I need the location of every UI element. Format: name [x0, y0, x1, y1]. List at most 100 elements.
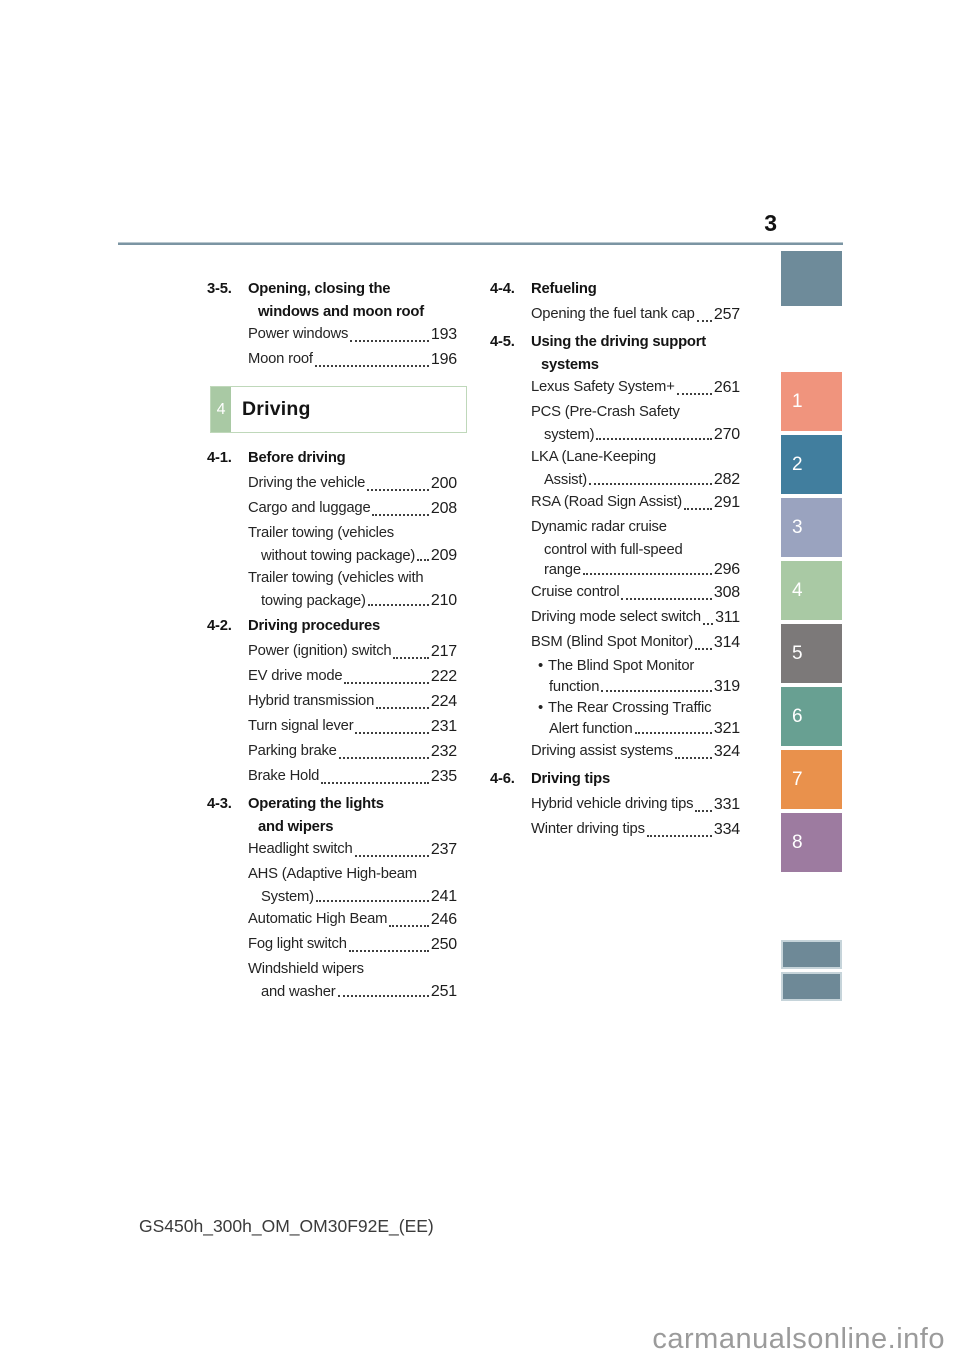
- toc-entry-page: 241: [430, 888, 457, 905]
- toc-entry: PCS (Pre-Crash Safety system) 270: [531, 400, 740, 445]
- toc-entry-line: system) 270: [531, 425, 740, 445]
- toc-entry-line: Alert function 321: [531, 719, 740, 739]
- toc-entry-label: Cruise control: [531, 584, 620, 600]
- toc-entry-line: Power (ignition) switch 217: [248, 639, 457, 664]
- chapter-tab-label: 6: [792, 705, 803, 727]
- dot-leader: [589, 483, 712, 485]
- toc-entry: RSA (Road Sign Assist) 291: [531, 490, 740, 515]
- toc-entry-page: 321: [713, 720, 740, 737]
- toc-entry-page: 291: [713, 494, 740, 511]
- page-number: 3: [764, 210, 777, 236]
- tab-marker-bottom-2: [781, 972, 842, 1001]
- toc-entry-page: 250: [430, 936, 457, 953]
- toc-entry-label: Driving the vehicle: [248, 475, 366, 491]
- toc-entry: Automatic High Beam 246: [248, 907, 457, 932]
- toc-entry-label: LKA (Lane-Keeping: [531, 449, 656, 465]
- toc-entry-line: Trailer towing (vehicles with: [248, 566, 457, 591]
- toc-entry: Power (ignition) switch 217: [248, 639, 457, 664]
- toc-entry-label: BSM (Blind Spot Monitor): [531, 634, 694, 650]
- dot-leader: [621, 598, 712, 600]
- toc-entry: Trailer towing (vehicles without towing p…: [248, 521, 457, 566]
- toc-entry: Windshield wipers and washer 251: [248, 957, 457, 1002]
- toc-entry-label: Power windows: [248, 326, 349, 342]
- toc-section-number: 4-1.: [207, 450, 232, 466]
- toc-entry-page: 200: [430, 475, 457, 492]
- toc-entry-page: 235: [430, 768, 457, 785]
- toc-entry-label: Headlight switch: [248, 841, 353, 857]
- dot-leader: [338, 757, 429, 759]
- toc-entry-line: LKA (Lane-Keeping: [531, 445, 740, 470]
- toc-entry-line: Power windows 193: [248, 322, 457, 347]
- toc-entry-page: 308: [713, 584, 740, 601]
- dot-leader: [354, 855, 429, 857]
- toc-entry: Brake Hold 235: [248, 764, 457, 789]
- toc-entry-line: Cruise control 308: [531, 580, 740, 605]
- toc-entry-label: Winter driving tips: [531, 821, 645, 837]
- dot-leader: [367, 604, 429, 606]
- toc-section-number: 4-5.: [490, 334, 515, 350]
- dot-leader: [695, 810, 712, 812]
- chapter-tab-3: 3: [781, 498, 842, 557]
- dot-leader: [601, 690, 712, 692]
- toc-entry-label: control with full-speed: [544, 542, 683, 558]
- chapter-tab-6: 6: [781, 687, 842, 746]
- chapter-title: Driving: [242, 398, 311, 420]
- toc-entry-line: towing package) 210: [248, 591, 457, 611]
- toc-entry-page: 257: [713, 306, 740, 323]
- toc-entry-line: • The Blind Spot Monitor: [531, 655, 740, 677]
- toc-entry-label: Alert function: [549, 721, 633, 737]
- toc-entry-label: range: [544, 562, 581, 578]
- toc-entry-line: Turn signal lever 231: [248, 714, 457, 739]
- bullet-icon: •: [538, 658, 543, 674]
- toc-section-title: Operating the lights and wipers: [248, 792, 457, 837]
- toc-entry-label: Brake Hold: [248, 768, 320, 784]
- toc-entry-page: 196: [430, 351, 457, 368]
- toc-entry-label: AHS (Adaptive High-beam: [248, 866, 417, 882]
- toc-entry-line: range 296: [531, 560, 740, 580]
- toc-entry-label: system): [544, 427, 595, 443]
- toc-entry: Headlight switch 237: [248, 837, 457, 862]
- dot-leader: [367, 489, 429, 491]
- toc-entry: Lexus Safety System+ 261: [531, 375, 740, 400]
- toc-entry-page: 237: [430, 841, 457, 858]
- toc-entry-line: Opening the fuel tank cap 257: [531, 302, 740, 327]
- toc-entry-label: Fog light switch: [248, 936, 347, 952]
- toc-entry-line: control with full-speed: [531, 540, 740, 560]
- chapter-4-driving-box: 4 Driving: [210, 386, 467, 433]
- dot-leader: [695, 648, 712, 650]
- toc-entry-line: Winter driving tips 334: [531, 817, 740, 842]
- toc-entry-page: 311: [715, 609, 740, 626]
- toc-entry-label: Power (ignition) switch: [248, 643, 392, 659]
- toc-section: 4-5. Using the driving support systems Lexu…: [490, 330, 740, 764]
- toc-entry-line: Driving assist systems 324: [531, 739, 740, 764]
- toc-entry-line: Lexus Safety System+ 261: [531, 375, 740, 400]
- toc-section-title-line: Driving procedures: [248, 618, 381, 634]
- dot-leader: [582, 573, 712, 575]
- toc-entry: Turn signal lever 231: [248, 714, 457, 739]
- toc-entry-line: Windshield wipers: [248, 957, 457, 982]
- toc-entry-page: 324: [713, 743, 740, 760]
- toc-entry-label: System): [261, 889, 314, 905]
- dot-leader: [314, 365, 429, 367]
- dot-leader: [417, 559, 429, 561]
- header-rule: [118, 242, 843, 245]
- chapter-tab-marker-top: [781, 251, 842, 306]
- toc-section-title-line: Refueling: [531, 281, 597, 297]
- dot-leader: [393, 657, 429, 659]
- toc-entry-line: EV drive mode 222: [248, 664, 457, 689]
- toc-entry-label: Trailer towing (vehicles: [248, 525, 394, 541]
- toc-entry-label: Automatic High Beam: [248, 911, 388, 927]
- toc-entry-line: Automatic High Beam 246: [248, 907, 457, 932]
- toc-section-title-line: Opening, closing the: [248, 281, 391, 297]
- toc-entry-label: Hybrid vehicle driving tips: [531, 796, 694, 812]
- toc-entry-line: Dynamic radar cruise: [531, 515, 740, 540]
- toc-entry-label: EV drive mode: [248, 668, 343, 684]
- toc-entry-page: 296: [713, 561, 740, 578]
- dot-leader: [646, 835, 712, 837]
- toc-section: 4-3. Operating the lights and wipers Headli…: [207, 792, 457, 1002]
- toc-entry-label: Opening the fuel tank cap: [531, 306, 695, 322]
- toc-entry-page: 246: [430, 911, 457, 928]
- toc-entry: Driving mode select switch 311: [531, 605, 740, 630]
- toc-section-number: 4-6.: [490, 771, 515, 787]
- toc-entry: Dynamic radar cruise control with full-sp…: [531, 515, 740, 580]
